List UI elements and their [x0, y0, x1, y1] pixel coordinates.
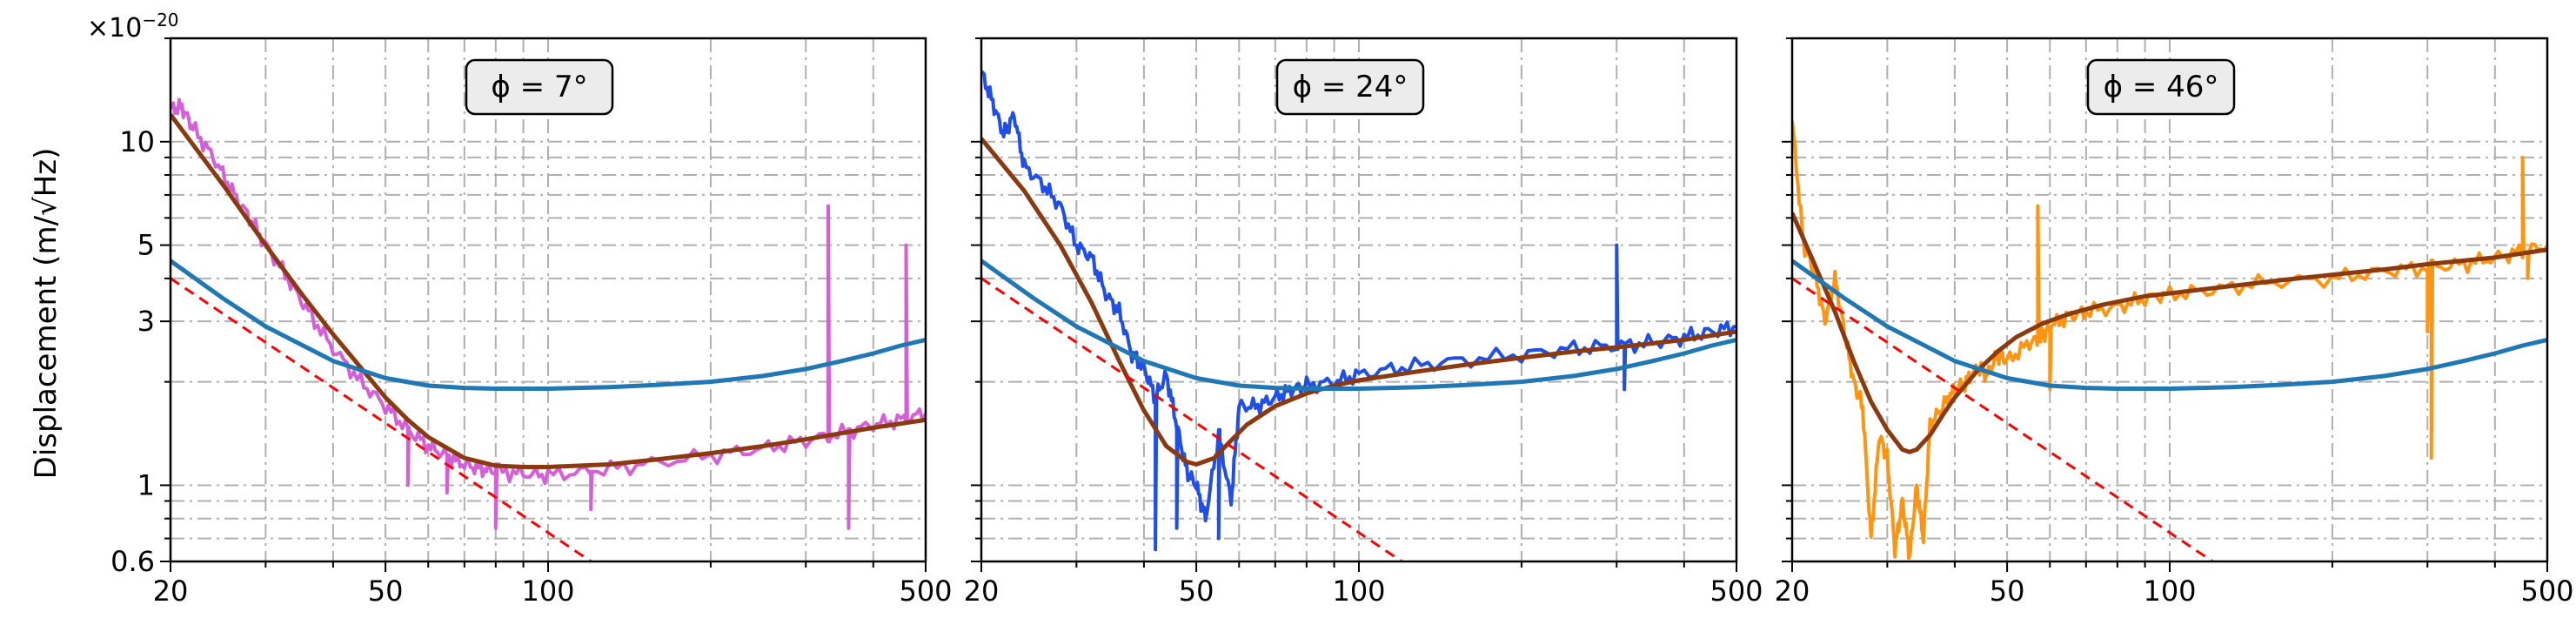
ticks: 20 50 100 500 0.6 1 3 5 10 [110, 37, 953, 608]
series-group [981, 70, 1736, 561]
x-tick-label: 100 [521, 575, 574, 608]
x-tick-label: 100 [2143, 575, 2196, 608]
y-scale-exponent: −20 [142, 10, 178, 30]
annotation-box [1275, 58, 1425, 116]
x-tick-label: 100 [1332, 575, 1385, 608]
series-model [1792, 259, 2547, 391]
series-fit [1792, 212, 2547, 454]
grid [1792, 38, 2547, 561]
y-tick-label: 5 [137, 229, 155, 262]
grid [171, 38, 926, 561]
x-tick-label: 500 [2520, 575, 2573, 608]
x-tick-label: 500 [899, 575, 952, 608]
series-model [981, 259, 1736, 391]
y-tick-label: 0.6 [110, 545, 155, 578]
y-tick-label: 3 [137, 305, 155, 338]
ticks: 20 50 100 500 [1775, 37, 2574, 608]
panels: 20 50 100 500 0.6 1 3 5 10 ϕ = 7° 20 50 100 500 ϕ = 24… [110, 37, 2574, 608]
y-scale-multiplier: ×10−20 [87, 10, 179, 44]
annotation-label: ϕ = 24° [1293, 70, 1408, 104]
series-measured [1792, 120, 2547, 561]
chart-panel-1: 20 50 100 500 0.6 1 3 5 10 ϕ = 7° [110, 37, 953, 608]
y-axis-label: Displacement (m/√Hz) [29, 148, 64, 480]
series-asymptote [171, 277, 592, 561]
annotation-label: ϕ = 46° [2104, 70, 2219, 104]
chart-panel-3: 20 50 100 500 ϕ = 46° [1775, 37, 2574, 608]
annotation-box [465, 58, 614, 116]
x-tick-label: 500 [1710, 575, 1763, 608]
ticks: 20 50 100 500 [964, 37, 1763, 608]
annotation-box [2086, 58, 2236, 116]
y-tick-label: 10 [119, 125, 155, 158]
x-tick-label: 20 [153, 575, 189, 608]
series-fit [171, 113, 926, 469]
y-scale-base: ×10 [87, 13, 142, 44]
x-tick-label: 20 [964, 575, 1000, 608]
series-measured [981, 70, 1736, 552]
chart-panel-2: 20 50 100 500 ϕ = 24° [964, 37, 1763, 608]
series-group [171, 97, 926, 561]
x-tick-label: 50 [1990, 575, 2025, 608]
series-group [1792, 120, 2547, 561]
x-tick-label: 50 [368, 575, 404, 608]
series-model [171, 259, 926, 391]
y-tick-label: 1 [137, 468, 155, 501]
annotation-label: ϕ = 7° [491, 70, 587, 104]
series-asymptote [981, 277, 1403, 561]
series-asymptote [1792, 277, 2214, 561]
x-tick-label: 50 [1179, 575, 1214, 608]
x-tick-label: 20 [1775, 575, 1810, 608]
grid [981, 38, 1736, 561]
